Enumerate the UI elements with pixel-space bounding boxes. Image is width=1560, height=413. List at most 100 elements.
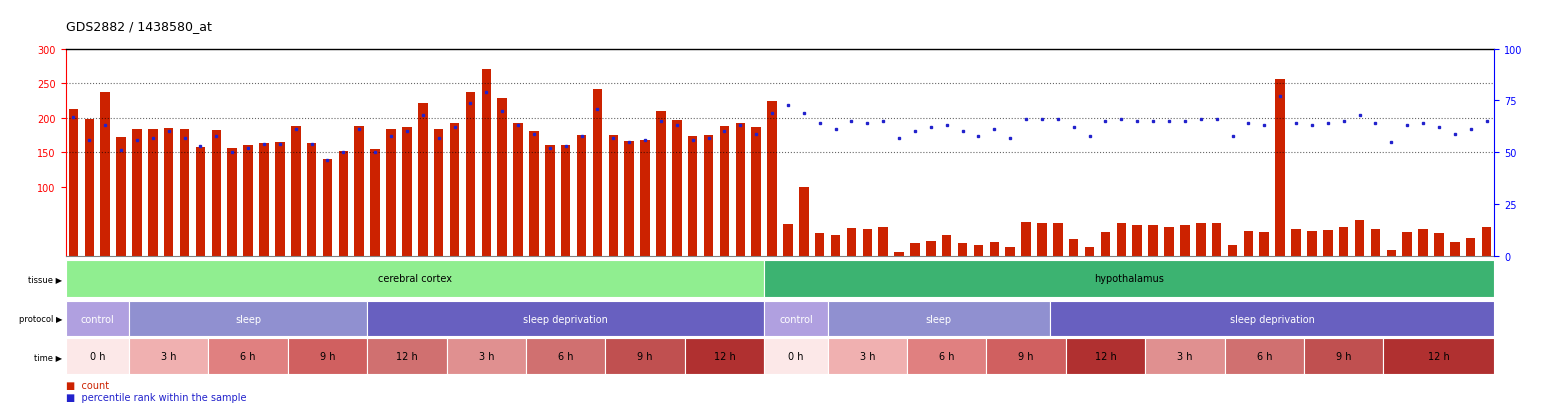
Bar [129, 339, 209, 374]
Bar [418, 104, 427, 256]
Bar [1259, 233, 1268, 256]
Text: 12 h: 12 h [1095, 351, 1117, 361]
Bar [814, 233, 824, 256]
Text: 9 h: 9 h [320, 351, 335, 361]
Bar [66, 260, 764, 297]
Bar [605, 339, 685, 374]
Bar [69, 110, 78, 256]
Text: sleep: sleep [925, 314, 952, 324]
Bar [465, 93, 476, 256]
Bar [878, 227, 888, 256]
Bar [1304, 339, 1384, 374]
Bar [498, 98, 507, 256]
Bar [482, 69, 491, 256]
Bar [1418, 229, 1427, 256]
Bar [828, 339, 906, 374]
Bar [909, 244, 920, 256]
Bar [1179, 225, 1190, 256]
Bar [529, 132, 538, 256]
Bar [446, 339, 526, 374]
Bar [66, 339, 129, 374]
Text: 9 h: 9 h [1019, 351, 1034, 361]
Bar [1402, 233, 1412, 256]
Bar [287, 339, 367, 374]
Text: 12 h: 12 h [713, 351, 735, 361]
Bar [688, 136, 697, 256]
Bar [764, 339, 828, 374]
Text: time ▶: time ▶ [34, 352, 62, 361]
Text: 3 h: 3 h [479, 351, 495, 361]
Bar [764, 301, 828, 337]
Bar [1069, 240, 1078, 256]
Bar [894, 253, 903, 256]
Bar [704, 135, 713, 256]
Bar [1050, 301, 1494, 337]
Bar [1338, 227, 1348, 256]
Bar [1053, 223, 1062, 256]
Bar [577, 135, 587, 256]
Text: 6 h: 6 h [939, 351, 955, 361]
Text: tissue ▶: tissue ▶ [28, 274, 62, 283]
Bar [989, 242, 998, 256]
Bar [209, 339, 287, 374]
Bar [179, 130, 189, 256]
Bar [685, 339, 764, 374]
Bar [292, 127, 301, 256]
Text: cerebral cortex: cerebral cortex [378, 274, 452, 284]
Bar [1065, 339, 1145, 374]
Bar [259, 144, 268, 256]
Bar [449, 123, 459, 256]
Bar [768, 102, 777, 256]
Bar [387, 129, 396, 256]
Bar [133, 130, 142, 256]
Bar [307, 143, 317, 256]
Text: 9 h: 9 h [1335, 351, 1351, 361]
Bar [434, 130, 443, 256]
Bar [1164, 227, 1173, 256]
Text: sleep deprivation: sleep deprivation [523, 314, 608, 324]
Bar [752, 128, 761, 256]
Bar [354, 127, 363, 256]
Bar [526, 339, 605, 374]
Bar [672, 121, 682, 256]
Bar [148, 129, 158, 256]
Bar [1451, 242, 1460, 256]
Bar [719, 127, 729, 256]
Bar [1225, 339, 1304, 374]
Bar [1084, 247, 1095, 256]
Bar [1323, 230, 1332, 256]
Bar [1292, 229, 1301, 256]
Text: 3 h: 3 h [1178, 351, 1193, 361]
Bar [973, 246, 983, 256]
Bar [1434, 233, 1443, 256]
Text: 12 h: 12 h [396, 351, 418, 361]
Text: control: control [81, 314, 114, 324]
Bar [562, 146, 571, 256]
Bar [1212, 224, 1221, 256]
Bar [1197, 224, 1206, 256]
Bar [1006, 247, 1016, 256]
Bar [1148, 226, 1158, 256]
Text: sleep: sleep [236, 314, 261, 324]
Bar [1117, 224, 1126, 256]
Text: sleep deprivation: sleep deprivation [1229, 314, 1315, 324]
Bar [66, 301, 129, 337]
Text: 6 h: 6 h [558, 351, 574, 361]
Bar [1243, 231, 1253, 256]
Bar [958, 243, 967, 256]
Text: 3 h: 3 h [161, 351, 176, 361]
Bar [275, 142, 284, 256]
Bar [1387, 251, 1396, 256]
Text: 0 h: 0 h [89, 351, 105, 361]
Bar [367, 339, 446, 374]
Bar [608, 135, 618, 256]
Bar [1228, 246, 1237, 256]
Text: protocol ▶: protocol ▶ [19, 315, 62, 323]
Bar [1101, 232, 1111, 256]
Bar [1466, 238, 1476, 256]
Bar [799, 187, 808, 256]
Bar [736, 123, 746, 256]
Text: ■  percentile rank within the sample: ■ percentile rank within the sample [66, 392, 246, 402]
Text: GDS2882 / 1438580_at: GDS2882 / 1438580_at [66, 20, 212, 33]
Bar [1145, 339, 1225, 374]
